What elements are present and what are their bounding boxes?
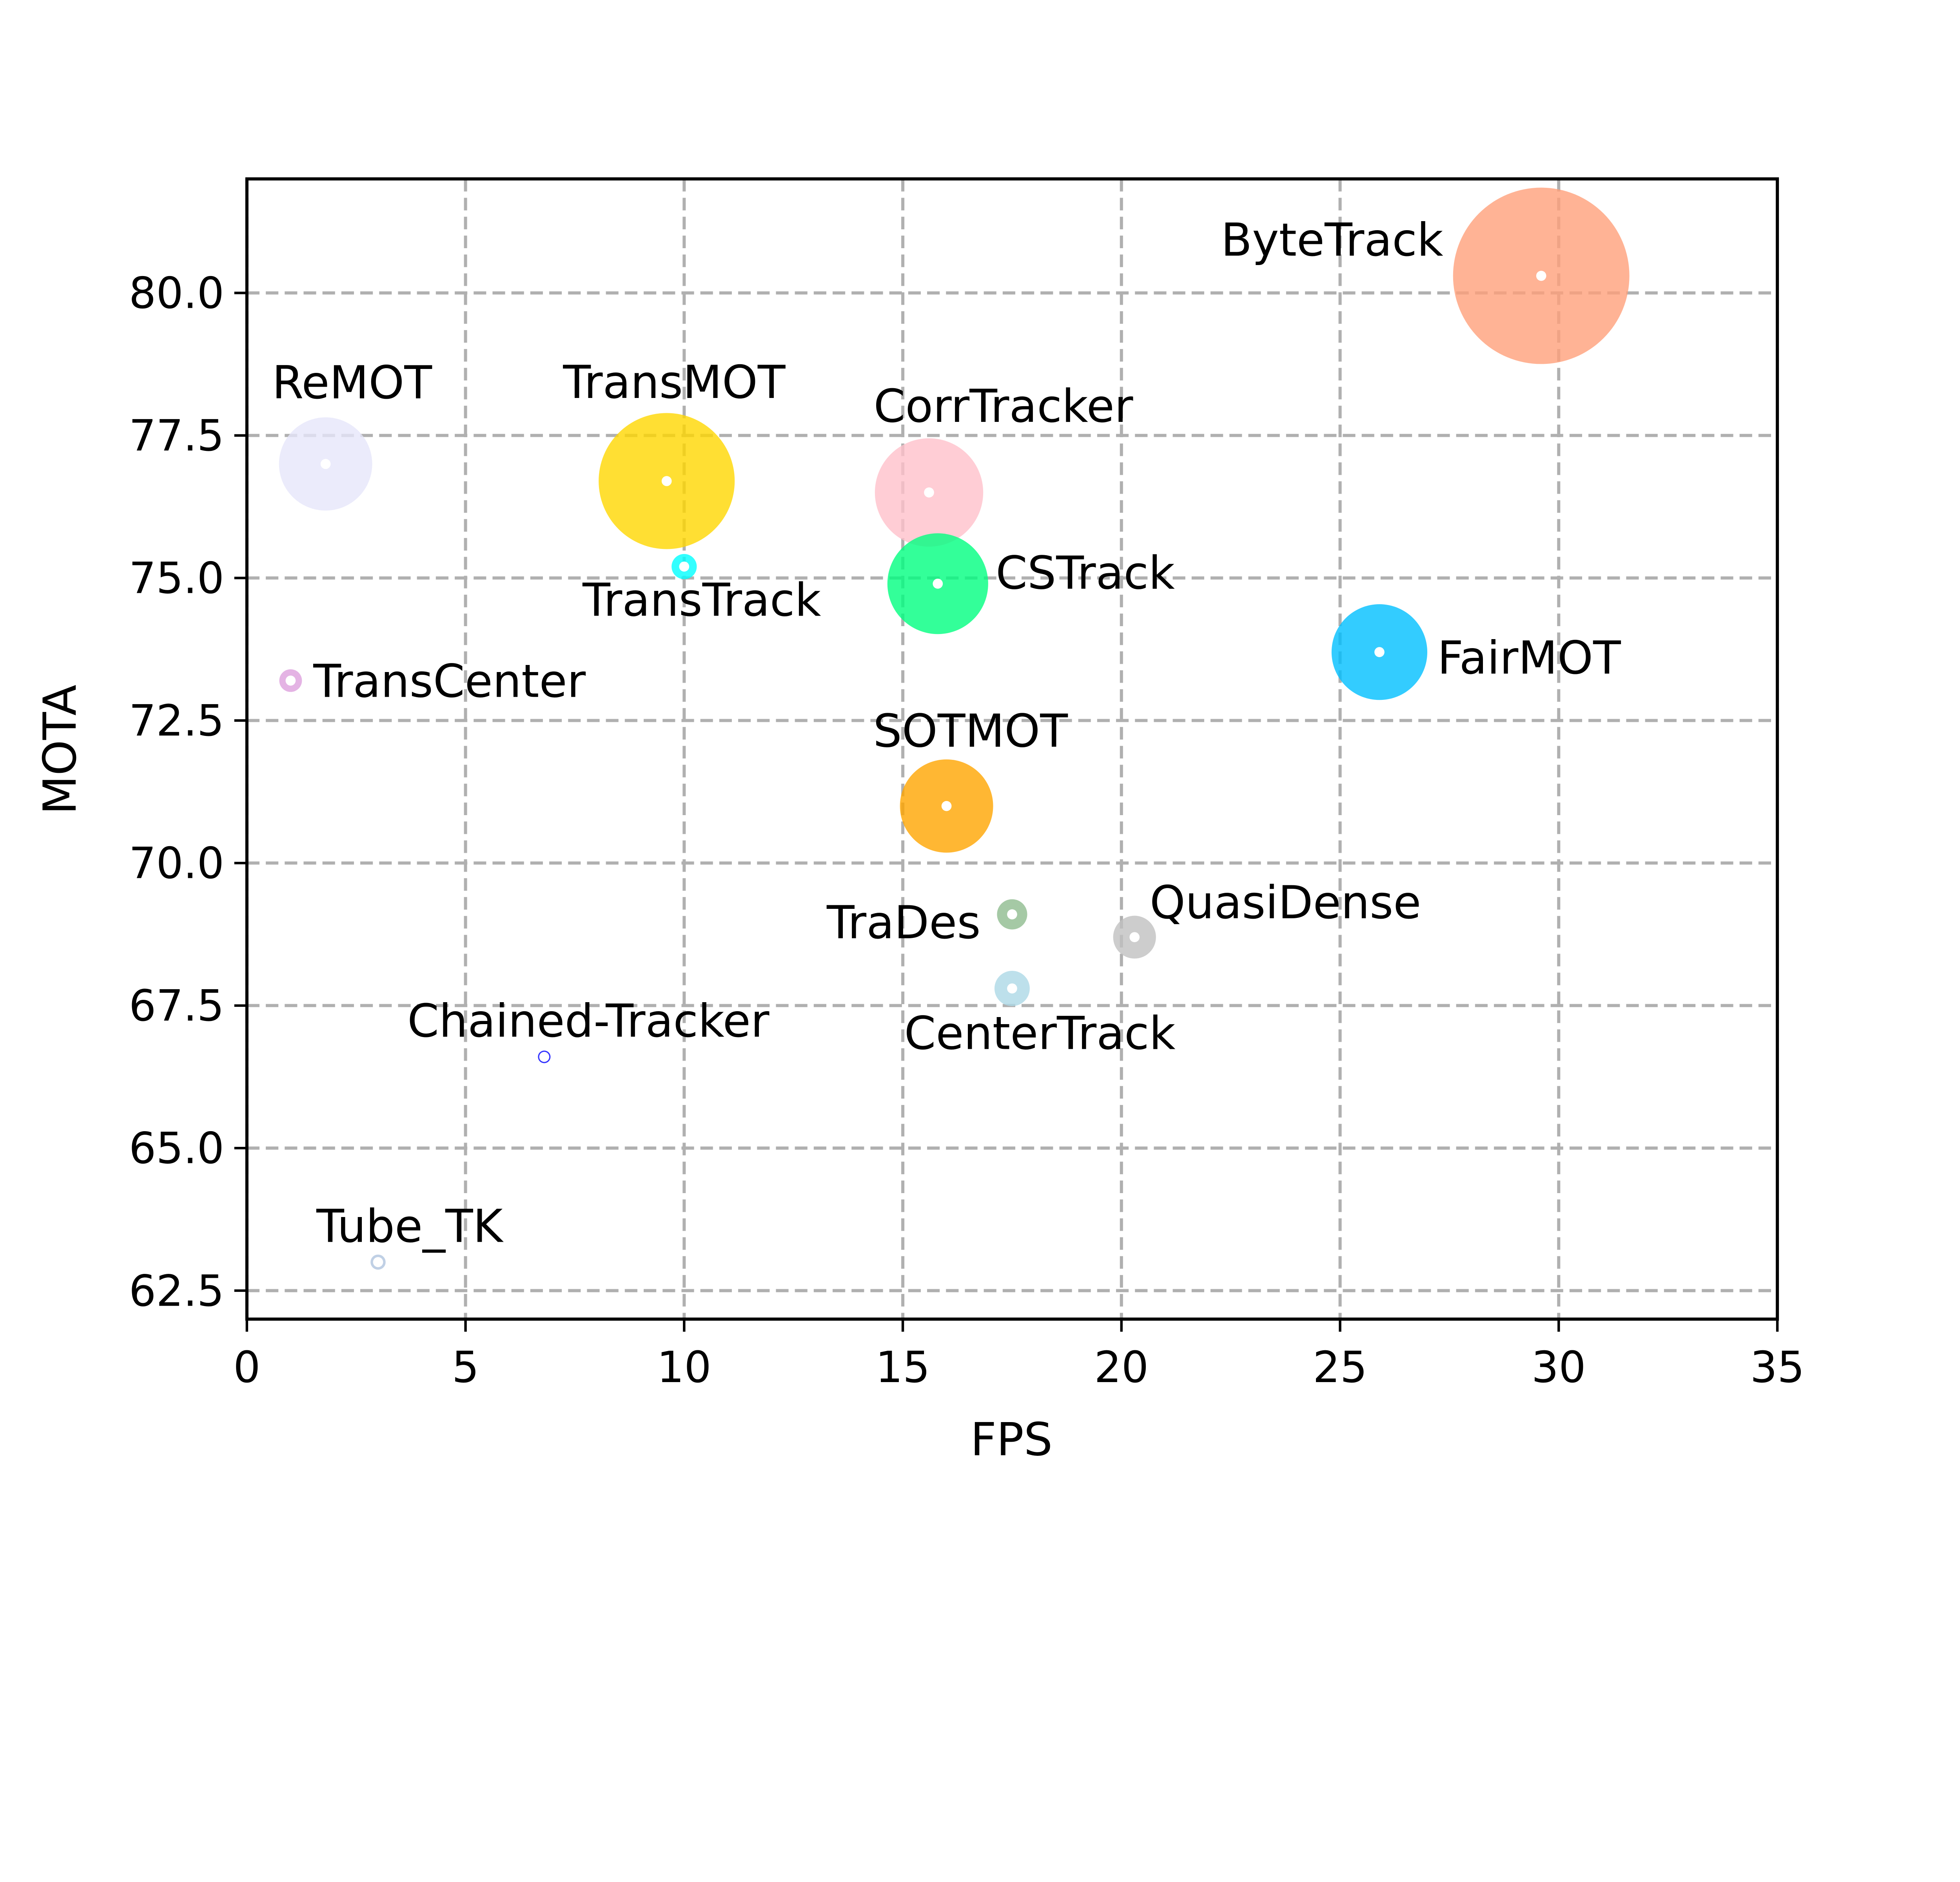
center-marker	[924, 487, 934, 498]
ticks: 0 5 10 15 20 25 30 35 62.5 65.0 67.5 70.0 72.5 75.0 77…	[129, 269, 1805, 1392]
x-tick-label: 0	[233, 1342, 261, 1392]
bubble-chart: ByteTrack ReMOT TransMOT CorrTracker TransTr…	[34, 177, 1805, 1466]
point-label: ReMOT	[272, 357, 432, 409]
center-marker	[539, 1052, 550, 1062]
point-label: TransTrack	[582, 574, 821, 627]
point-label: ByteTrack	[1221, 214, 1443, 267]
point-label: TraDes	[826, 897, 981, 949]
y-tick-label: 62.5	[129, 1266, 224, 1316]
point-label: FairMOT	[1437, 632, 1621, 685]
y-axis-label: MOTA	[34, 685, 87, 815]
x-tick-label: 15	[876, 1342, 930, 1392]
plot-frame	[245, 177, 1779, 1321]
x-tick-label: 25	[1313, 1342, 1367, 1392]
x-tick-label: 30	[1532, 1342, 1586, 1392]
y-tick-label: 75.0	[129, 554, 224, 603]
point-labels: ByteTrack ReMOT TransMOT CorrTracker TransTr…	[272, 214, 1621, 1253]
bubbles	[279, 187, 1630, 1270]
point-label: Tube_TK	[316, 1201, 504, 1253]
center-marker	[373, 1257, 383, 1267]
point-label: CorrTracker	[874, 380, 1133, 433]
y-tick-label: 67.5	[129, 981, 224, 1031]
point-label: QuasiDense	[1150, 877, 1421, 929]
center-marker	[661, 476, 672, 486]
point-label: TransCenter	[313, 656, 586, 708]
center-marker	[1374, 647, 1385, 658]
point-label: CenterTrack	[904, 1007, 1176, 1060]
y-tick-label: 72.5	[129, 696, 224, 746]
point-label: CSTrack	[996, 547, 1175, 600]
center-marker	[320, 459, 331, 469]
center-marker	[1129, 932, 1140, 943]
x-tick-label: 20	[1094, 1342, 1149, 1392]
center-marker	[1007, 909, 1017, 919]
center-marker	[285, 676, 296, 686]
y-tick-label: 80.0	[129, 269, 224, 318]
center-marker	[933, 578, 943, 589]
center-marker	[1536, 271, 1546, 281]
x-tick-label: 10	[657, 1342, 711, 1392]
y-tick-label: 70.0	[129, 839, 224, 888]
center-marker	[941, 801, 952, 811]
x-axis-label: FPS	[970, 1413, 1053, 1466]
x-tick-label: 5	[452, 1342, 479, 1392]
center-marker	[679, 561, 690, 572]
y-tick-label: 77.5	[129, 411, 224, 461]
grid	[245, 179, 1779, 1319]
y-tick-label: 65.0	[129, 1124, 224, 1174]
point-label: SOTMOT	[873, 705, 1068, 758]
x-tick-label: 35	[1750, 1342, 1805, 1392]
point-label: TransMOT	[563, 356, 786, 409]
point-label: Chained-Tracker	[407, 995, 769, 1048]
center-marker	[1007, 983, 1017, 994]
